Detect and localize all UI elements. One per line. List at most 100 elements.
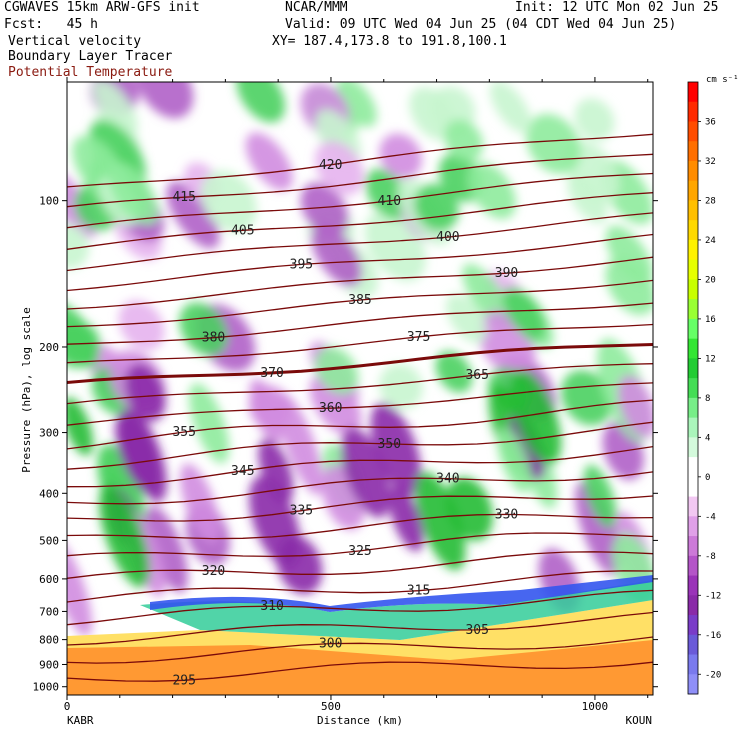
- colorbar-swatch: [688, 496, 698, 517]
- downdraft-blob: [258, 438, 294, 503]
- boundary-layer-edge: [150, 575, 653, 612]
- theta-label-410: 410: [378, 194, 401, 209]
- colorbar-swatch: [688, 141, 698, 162]
- downdraft-blob: [136, 82, 194, 119]
- model-title: CGWAVES 15km ARW-GFS init: [4, 0, 200, 15]
- theta-label-295: 295: [172, 673, 195, 688]
- colorbar-swatch: [688, 417, 698, 438]
- updraft-blob: [189, 383, 230, 464]
- colorbar-swatch: [688, 160, 698, 182]
- downdraft-blob: [388, 485, 424, 552]
- downdraft-blob: [300, 182, 349, 237]
- y-tick-label: 900: [39, 658, 59, 671]
- colorbar-swatch: [688, 338, 698, 359]
- colorbar-swatch: [688, 259, 698, 280]
- colorbar-label: 32: [705, 157, 716, 167]
- x-tick-label: 0: [64, 700, 71, 713]
- colorbar-label: 16: [705, 315, 716, 325]
- colorbar-swatch: [688, 536, 698, 557]
- theta-label-360: 360: [319, 401, 342, 416]
- colorbar-swatch: [688, 615, 698, 636]
- colorbar-swatch: [688, 654, 698, 675]
- downdraft-blob: [249, 378, 283, 444]
- org-label: NCAR/MMM: [285, 0, 348, 15]
- theta-contour-layer: [67, 133, 653, 682]
- updraft-blob: [467, 162, 516, 219]
- colorbar-swatch: [688, 476, 698, 498]
- cross-section-coords: XY= 187.4,173.8 to 191.8,100.1: [272, 34, 507, 49]
- updraft-blob: [365, 168, 410, 220]
- updraft-blob: [379, 363, 424, 410]
- y-tick-label: 500: [39, 534, 59, 547]
- colorbar-swatch: [688, 516, 698, 537]
- velocity-blobs: [67, 82, 653, 637]
- updraft-blob: [435, 351, 473, 393]
- y-tick-label: 600: [39, 573, 59, 586]
- plot-frame: [66, 81, 654, 696]
- x-start-station: KABR: [67, 714, 94, 727]
- colorbar-swatch: [688, 437, 698, 458]
- theta-contour-410: [67, 172, 653, 229]
- theta-contour-320: [67, 551, 653, 579]
- updraft-blob: [567, 174, 608, 224]
- colorbar-swatch: [688, 318, 698, 340]
- downdraft-blob: [311, 224, 362, 287]
- colorbar-swatch: [688, 555, 698, 577]
- colorbar-swatch: [688, 378, 698, 399]
- colorbar-swatch: [688, 397, 698, 419]
- colorbar-label: 20: [705, 275, 716, 285]
- field-vertical-velocity: Vertical velocity: [8, 34, 142, 49]
- updraft-blob: [336, 82, 377, 127]
- colorbar-label: 28: [705, 196, 716, 206]
- theta-label-365: 365: [465, 368, 488, 383]
- updraft-blob: [67, 397, 94, 456]
- axes: Pressure (hPa), log scale Distance (km) …: [20, 77, 658, 727]
- theta-label-390: 390: [495, 266, 518, 281]
- colorbar-swatch: [688, 82, 698, 103]
- theta-contour-305: [67, 611, 653, 646]
- downdraft-blob: [617, 375, 653, 438]
- theta-label-415: 415: [172, 190, 195, 205]
- colorbar-swatch: [688, 299, 698, 320]
- updraft-blob: [605, 257, 653, 315]
- updraft-blob: [489, 82, 532, 133]
- forecast-hour: Fcst: 45 h: [4, 17, 98, 32]
- updraft-blob: [444, 119, 484, 162]
- colorbar-swatch: [688, 358, 698, 379]
- updraft-blob: [236, 82, 286, 123]
- theta-contour-370: [67, 343, 653, 384]
- theta-contour-390: [67, 256, 653, 310]
- colorbar-swatch: [688, 457, 698, 478]
- theta-contour-375: [67, 323, 653, 364]
- colorbar-swatch: [688, 220, 698, 241]
- theta-label-400: 400: [436, 230, 459, 245]
- x-axis-label: Distance (km): [317, 714, 403, 727]
- theta-label-320: 320: [202, 564, 225, 579]
- theta-contour-400: [67, 212, 653, 272]
- downdraft-blob: [245, 132, 293, 191]
- theta-contour-395: [67, 233, 653, 292]
- theta-contour-420: [67, 133, 653, 188]
- theta-contour-340: [67, 471, 653, 505]
- colorbar-label: -16: [705, 631, 721, 641]
- colorbar-label: -8: [705, 552, 716, 562]
- downdraft-blob: [277, 393, 323, 495]
- theta-contour-380: [67, 302, 653, 345]
- theta-label-355: 355: [172, 425, 195, 440]
- y-tick-label: 800: [39, 634, 59, 647]
- downdraft-blob: [67, 534, 93, 637]
- boundary-layer-core: [67, 640, 653, 695]
- theta-label-335: 335: [290, 504, 313, 519]
- downdraft-blob: [276, 535, 323, 595]
- theta-label-385: 385: [348, 293, 371, 308]
- colorbar-label: 0: [705, 473, 710, 483]
- updraft-blob: [107, 161, 159, 226]
- updraft-blob: [179, 302, 228, 356]
- updraft-blob: [200, 170, 257, 233]
- theta-contour-300: [67, 636, 653, 664]
- updraft-blob: [446, 293, 487, 343]
- colorbar-swatch: [688, 239, 698, 261]
- colorbar-label: 36: [705, 117, 716, 127]
- downdraft-blob: [115, 411, 160, 493]
- colorbar: cm s⁻¹ 36 32 28 24 20 16 12 8 4 0 -4 -8 -12 -16 -20: [687, 75, 739, 695]
